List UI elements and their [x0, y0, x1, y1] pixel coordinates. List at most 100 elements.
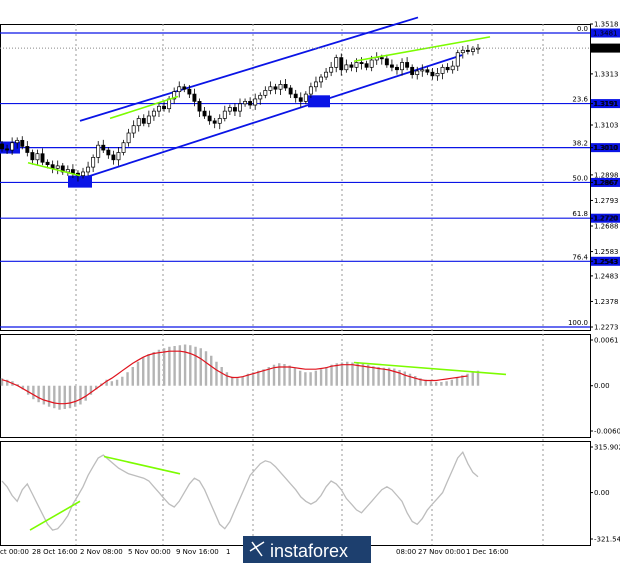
fib-price-label-bg: [591, 256, 620, 266]
price-pane: 0.0 1.3481 23.6 1.3191 38.2 1.3010 50.0 1.2867 6…: [0, 16, 620, 332]
grid: [0, 24, 591, 546]
candle-body: [263, 90, 268, 96]
price-tick-label: 1.3010: [594, 144, 619, 152]
candle-body: [248, 101, 253, 106]
price-tick-label: 1.3191: [594, 100, 619, 108]
candle-body: [106, 149, 111, 156]
candle-body: [35, 153, 40, 161]
candle-body: [45, 161, 50, 166]
candle-body: [86, 166, 91, 173]
channel-upper-line: [79, 16, 419, 122]
fib-level-pct: 23.6: [572, 96, 588, 104]
price-tick-label: 1.2688: [594, 222, 619, 230]
candle-body: [141, 118, 146, 124]
candle-body: [121, 142, 126, 153]
candle-body: [410, 66, 415, 75]
fib-level-pct: 100.0: [568, 319, 588, 327]
cci-tick-label: 0.00: [594, 489, 610, 497]
time-axis-label: 28 Oct 16:00: [32, 548, 78, 556]
price-tick-label: 1.2543: [594, 258, 619, 266]
macd-tick-label: 0.00: [594, 382, 610, 390]
price-tick-label: 1.3103: [594, 121, 619, 129]
candle-body: [440, 66, 445, 74]
fib-price-label: 1.3010: [593, 144, 618, 152]
fib-price-label: 1.2720: [593, 215, 618, 223]
candle-body: [20, 139, 25, 147]
candle-body: [470, 48, 475, 52]
fib-level-pct: 50.0: [572, 174, 588, 182]
candle-body: [405, 62, 410, 68]
watermark: instaforex: [243, 536, 371, 563]
candle-body: [369, 59, 374, 68]
price-axis: 1.3518 1.3419 1.3313 1.3191 1.3103 1.3010 1.28…: [0, 20, 620, 332]
price-tick-label: 1.2898: [594, 171, 619, 179]
candle-body: [91, 157, 96, 168]
candle-body: [217, 118, 222, 124]
candle-body: [298, 97, 303, 102]
candle-body: [450, 65, 455, 71]
candle-body: [395, 66, 399, 71]
candle-body: [70, 169, 75, 174]
candle-body: [273, 86, 278, 90]
candle-body: [384, 58, 389, 66]
candle-body: [243, 101, 248, 105]
candle-body: [258, 94, 263, 100]
candle-body: [415, 70, 420, 75]
candle-body: [187, 88, 192, 95]
divergence-line: [353, 36, 491, 63]
fib-price-label: 1.3481: [593, 30, 618, 38]
price-tick-label: 1.2273: [594, 324, 619, 332]
candle-body: [151, 110, 156, 117]
candle-body: [182, 86, 187, 90]
candle-body: [344, 64, 349, 71]
cci-tick-label: 315.9023: [594, 444, 620, 452]
fib-level-pct: 38.2: [572, 140, 588, 148]
candle-body: [146, 115, 151, 124]
time-axis-label: ct 00:00: [0, 548, 29, 556]
fib-price-label: 1.3191: [593, 100, 618, 108]
time-axis-label: 5 Nov 00:00: [128, 548, 171, 556]
price-tick-label: 1.3313: [594, 70, 619, 78]
candle-body: [177, 86, 182, 93]
time-axis-label: 2 Nov 08:00: [80, 548, 123, 556]
candle-body: [420, 69, 425, 72]
candle-body: [222, 110, 227, 119]
time-axis: ct 00:00 28 Oct 16:00 2 Nov 08:00 5 Nov 00:…: [0, 548, 509, 556]
candle-body: [25, 146, 30, 153]
candles: [0, 43, 480, 182]
candle-body: [303, 93, 308, 102]
candle-body: [10, 142, 15, 151]
candle-body: [131, 125, 136, 134]
candle-body: [0, 143, 4, 150]
cci-tick-label: -321.5470: [594, 536, 620, 544]
candle-body: [227, 107, 232, 112]
watermark-logo-icon: [249, 541, 265, 557]
pane-border: [0, 24, 591, 331]
current-price-label-bg: [591, 43, 620, 53]
fib-level-pct: 76.4: [572, 253, 588, 261]
candle-body: [172, 91, 177, 100]
fib-price-label-bg: [591, 213, 620, 223]
candle-body: [314, 81, 318, 88]
candle-body: [354, 62, 359, 68]
fib-price-label-bg: [591, 28, 620, 38]
candle-body: [364, 63, 369, 68]
candle-body: [238, 103, 242, 112]
candle-body: [232, 107, 237, 112]
candle-body: [293, 93, 298, 99]
candle-body: [101, 144, 106, 151]
candle-body: [136, 118, 141, 127]
candle-body: [212, 120, 217, 124]
candle-body: [278, 84, 283, 90]
macd-divergence-line: [353, 361, 507, 376]
candle-body: [435, 73, 440, 77]
fib-level-pct: 0.0: [577, 25, 588, 33]
candle-body: [400, 62, 404, 71]
support-box-left: [0, 141, 20, 154]
cci-line: [1, 451, 479, 531]
candle-body: [324, 71, 329, 78]
candle-body: [116, 152, 121, 161]
candle-body: [379, 57, 384, 60]
